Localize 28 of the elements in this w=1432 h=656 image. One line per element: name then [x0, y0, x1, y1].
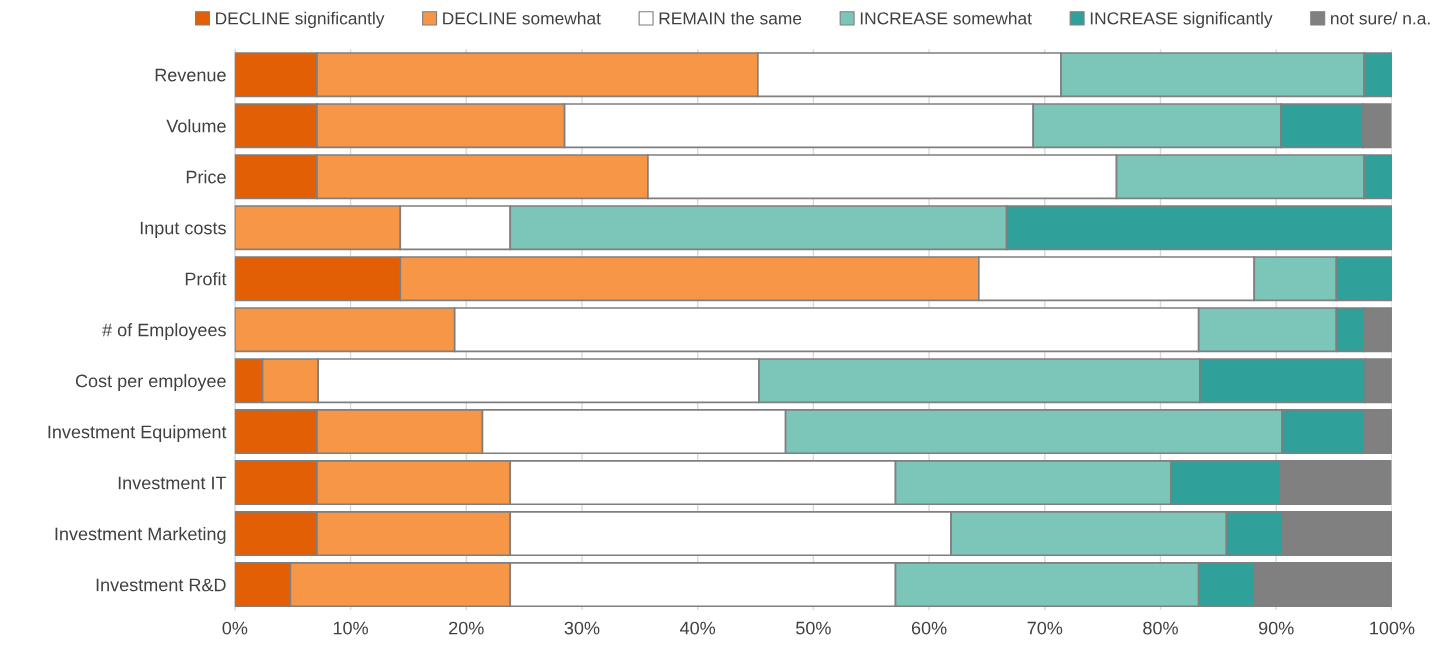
x-tick-label: 100%: [1370, 621, 1415, 635]
y-tick-label: Input costs: [140, 221, 226, 238]
x-tick-label: 90%: [1258, 621, 1294, 635]
x-tick-label: 40%: [680, 621, 716, 635]
y-tick-label: Volume: [166, 119, 226, 133]
y-tick-label: Revenue: [155, 68, 226, 82]
legend-label: INCREASE significantly: [1090, 11, 1273, 28]
x-tick-label: 0%: [222, 621, 248, 635]
legend-label: DECLINE somewhat: [443, 11, 601, 25]
x-tick-label: 20%: [449, 621, 484, 635]
y-tick-label: Investment R&D: [96, 578, 226, 592]
legend-label: DECLINE significantly: [216, 11, 385, 28]
legend-label: REMAIN the same: [659, 11, 802, 25]
legend-label: INCREASE somewhat: [860, 11, 1032, 25]
y-tick-label: Investment Equipment: [48, 425, 227, 442]
y-tick-label: Investment Marketing: [55, 527, 226, 544]
x-tick-label: 30%: [564, 621, 600, 635]
y-tick-label: Investment IT: [118, 476, 227, 490]
y-tick-label: Cost per employee: [75, 374, 226, 391]
y-tick-label: Profit: [185, 272, 227, 286]
x-tick-label: 10%: [333, 621, 368, 635]
x-tick-label: 80%: [1143, 621, 1178, 635]
x-tick-label: 60%: [911, 621, 947, 635]
x-tick-label: 70%: [1027, 621, 1063, 635]
y-tick-label: # of Employees: [102, 323, 226, 340]
legend-label: not sure/ n.a.: [1331, 11, 1430, 25]
x-tick-label: 50%: [796, 621, 831, 635]
y-tick-label: Price: [186, 170, 226, 184]
